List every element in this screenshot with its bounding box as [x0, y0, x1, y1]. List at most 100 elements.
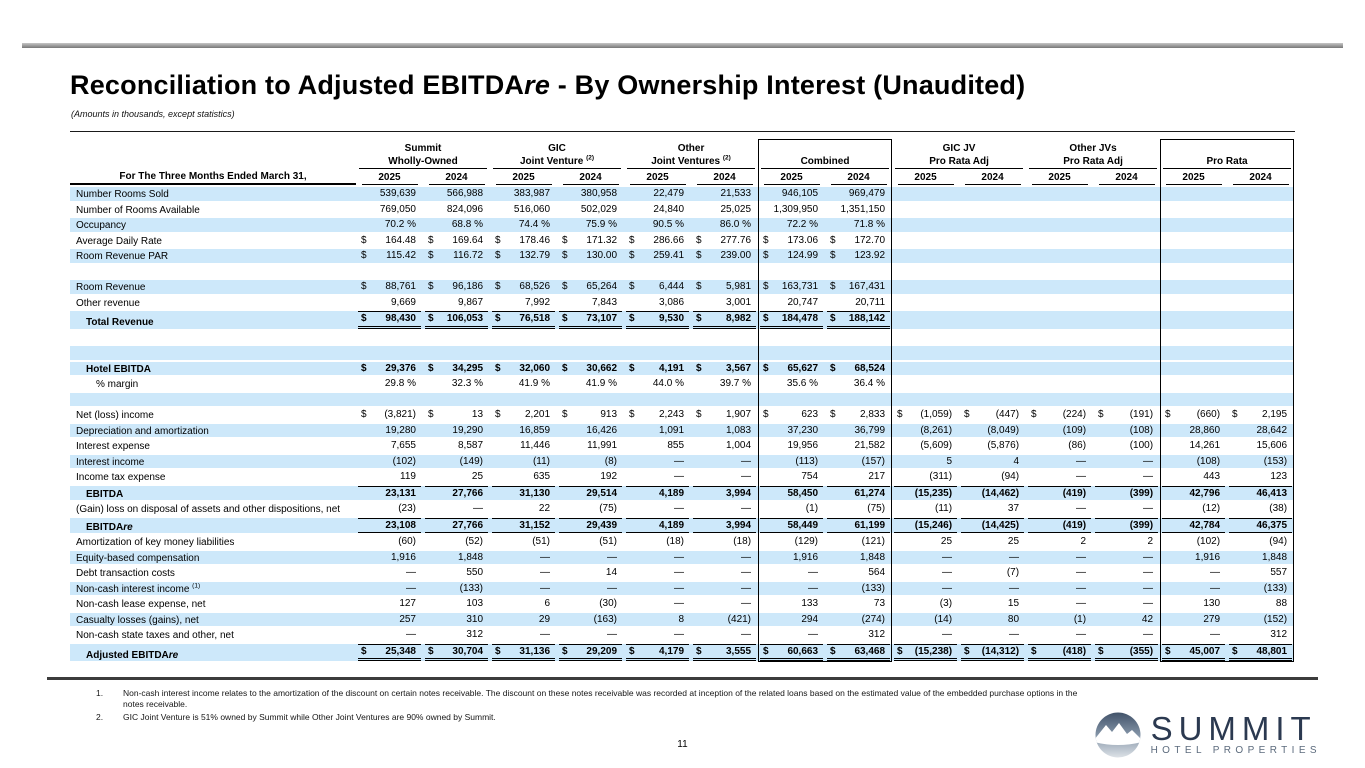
row-label: Non-cash state taxes and other, net	[76, 630, 234, 641]
table-cell: 769,050	[356, 202, 423, 218]
footnote-text: GIC Joint Venture is 51% owned by Summit…	[123, 712, 496, 722]
table-row	[70, 345, 1295, 361]
table-cell	[959, 295, 1026, 311]
table-row	[70, 330, 1294, 346]
dollar-sign: $	[696, 313, 702, 324]
cell-value: —	[540, 582, 551, 594]
cell-value: (224)	[1062, 409, 1087, 420]
cell-value: 286.66	[653, 234, 685, 246]
table-cell	[825, 264, 892, 280]
cell-value: —	[1076, 455, 1087, 467]
cell-value: —	[607, 582, 618, 594]
year-label: 2025	[495, 172, 552, 185]
group-subtitle: Joint Ventures (2)	[627, 155, 756, 169]
dollar-sign: $	[562, 409, 568, 420]
cell-value: —	[1210, 567, 1221, 578]
table-cell	[959, 186, 1027, 202]
table-cell: 28,642	[1227, 423, 1295, 439]
table-cell: —	[624, 501, 691, 517]
group-title: GIC	[548, 142, 566, 154]
table-cell: 46,413	[1227, 485, 1295, 502]
table-cell: $2,833	[825, 407, 892, 423]
cell-value: (133)	[459, 582, 484, 594]
row-label: Number of Rooms Available	[76, 204, 200, 216]
table-cell: 8,587	[423, 438, 490, 454]
table-cell: $48,801	[1227, 643, 1295, 663]
table-cell: 86.0 %	[691, 217, 759, 233]
table-cell	[959, 248, 1027, 264]
cell-value: 61,199	[854, 519, 886, 531]
table-cell: (129)	[758, 534, 825, 550]
dollar-sign: $	[1031, 409, 1037, 420]
dollar-sign: $	[1165, 409, 1171, 420]
dollar-sign: $	[495, 250, 501, 261]
cell-value: 3,555	[726, 645, 752, 657]
table-cell: $106,053	[423, 310, 491, 330]
cell-value: 172.70	[854, 234, 886, 246]
table-cell: 539,639	[356, 186, 423, 202]
cell-value: 73	[873, 598, 886, 609]
table-cell: 312	[1227, 627, 1294, 643]
cell-value: 119	[400, 471, 416, 482]
table-cell: 8	[624, 612, 692, 628]
year-label: 2024	[1232, 172, 1289, 185]
dollar-sign: $	[495, 281, 501, 292]
table-cell: —	[1093, 469, 1160, 485]
table-cell: (8)	[557, 454, 625, 470]
row-label: (Gain) loss on disposal of assets and ot…	[76, 504, 341, 515]
table-cell: $30,662	[557, 361, 625, 377]
cell-value: 239.00	[720, 250, 752, 261]
cell-value: (86)	[1068, 440, 1087, 451]
cell-value: —	[540, 567, 551, 578]
cell-value: (75)	[599, 503, 618, 514]
row-label-cell: Adjusted EBITDAre	[70, 643, 356, 663]
table-inner: Summit GIC Other GIC JV Other JVs Wholly-Owne…	[70, 139, 1295, 662]
table-cell: $124.99	[758, 248, 826, 264]
year-header-cell: 2025	[758, 170, 825, 186]
table-cell: 1,351,150	[825, 202, 892, 218]
table-cell: 27,766	[423, 485, 491, 502]
page-subtitle: (Amounts in thousands, except statistics…	[71, 109, 235, 119]
table-cell: (121)	[825, 534, 892, 550]
table-cell: $164.48	[356, 233, 423, 249]
cell-value: (75)	[867, 503, 886, 514]
cell-value: (15,238)	[914, 645, 953, 657]
table-cell: 4,189	[624, 485, 692, 502]
cell-value: 123	[1270, 471, 1288, 482]
table-cell: —	[624, 581, 692, 597]
table-cell: $163,731	[758, 279, 826, 295]
table-cell: 1,848	[825, 550, 893, 566]
table-cell: 19,280	[356, 423, 423, 439]
dollar-sign: $	[629, 250, 635, 261]
cell-value: —	[741, 455, 752, 467]
table-row: Interest expense 7,655 8,587 11,446 11,991 85…	[70, 438, 1294, 454]
cell-value: 27,766	[452, 519, 484, 531]
table-cell	[1160, 233, 1227, 249]
table-cell: 15	[959, 596, 1026, 612]
row-label-cell	[70, 345, 356, 361]
cell-value: 29	[538, 613, 551, 625]
cell-value: 21,582	[854, 440, 886, 451]
cell-value: 39.7 %	[719, 378, 752, 389]
table-cell: —	[624, 627, 691, 643]
cell-value: 60,663	[787, 645, 819, 657]
cell-value: —	[607, 551, 618, 563]
cell-value: (129)	[794, 536, 819, 547]
cell-value: (113)	[795, 455, 819, 467]
cell-value: 550	[466, 567, 484, 578]
table-cell: —	[624, 565, 691, 581]
dollar-sign: $	[964, 645, 970, 657]
table-cell: 133	[758, 596, 825, 612]
cell-value: —	[741, 503, 752, 514]
cell-value: 37	[1007, 503, 1020, 514]
table-cell: 103	[423, 596, 490, 612]
cell-value: 3,086	[658, 296, 685, 308]
table-cell	[1026, 295, 1093, 311]
cell-value: 103	[466, 598, 484, 609]
table-cell: —	[356, 627, 423, 643]
dollar-sign: $	[763, 645, 769, 657]
table-cell: —	[959, 627, 1026, 643]
group-title: Other	[677, 142, 705, 154]
table-cell	[1093, 248, 1161, 264]
table-cell: (5,609)	[892, 438, 959, 454]
